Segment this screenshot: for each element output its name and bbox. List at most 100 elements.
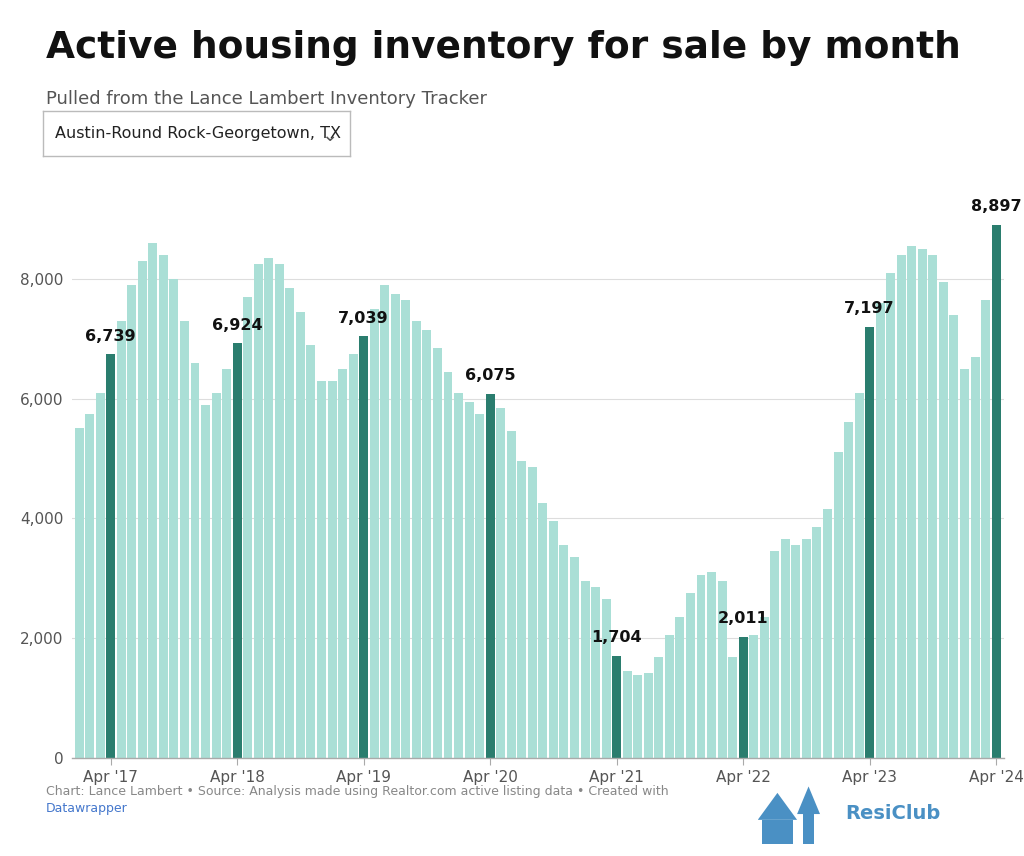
Bar bbox=[328, 381, 337, 758]
Text: 7,039: 7,039 bbox=[338, 311, 389, 325]
Text: ⌄: ⌄ bbox=[321, 127, 337, 146]
Bar bbox=[844, 423, 853, 758]
Bar bbox=[591, 587, 600, 758]
Bar bbox=[981, 300, 990, 758]
Polygon shape bbox=[758, 793, 797, 820]
Bar bbox=[549, 521, 558, 758]
Bar bbox=[918, 249, 927, 758]
Text: Datawrapper: Datawrapper bbox=[46, 802, 128, 815]
Bar bbox=[138, 261, 146, 758]
Bar bbox=[876, 303, 885, 758]
Bar bbox=[244, 297, 252, 758]
Bar bbox=[370, 309, 379, 758]
Bar bbox=[380, 285, 389, 758]
Bar bbox=[359, 336, 369, 758]
Bar bbox=[676, 617, 684, 758]
Bar bbox=[792, 545, 801, 758]
Bar bbox=[443, 372, 453, 758]
Bar bbox=[623, 671, 632, 758]
Bar bbox=[338, 369, 347, 758]
Text: Austin-Round Rock-Georgetown, TX: Austin-Round Rock-Georgetown, TX bbox=[55, 126, 341, 141]
Bar bbox=[949, 315, 958, 758]
Bar bbox=[991, 225, 1000, 758]
Bar bbox=[296, 312, 305, 758]
Bar bbox=[148, 243, 158, 758]
Bar bbox=[539, 503, 548, 758]
Text: 2,011: 2,011 bbox=[718, 611, 768, 627]
Text: ResiClub: ResiClub bbox=[845, 805, 940, 823]
Bar bbox=[855, 393, 863, 758]
Bar bbox=[201, 405, 210, 758]
Bar bbox=[127, 285, 136, 758]
Bar bbox=[222, 369, 231, 758]
Bar bbox=[254, 264, 263, 758]
Bar bbox=[696, 575, 706, 758]
Bar bbox=[686, 593, 695, 758]
Bar bbox=[264, 258, 273, 758]
Bar bbox=[75, 429, 84, 758]
Bar bbox=[834, 453, 843, 758]
Bar bbox=[180, 321, 189, 758]
Bar bbox=[762, 820, 793, 844]
Bar bbox=[317, 381, 326, 758]
Text: Active housing inventory for sale by month: Active housing inventory for sale by mon… bbox=[46, 30, 961, 66]
Bar bbox=[612, 656, 622, 758]
Bar bbox=[907, 246, 916, 758]
Bar bbox=[581, 581, 590, 758]
Bar bbox=[971, 357, 980, 758]
Bar bbox=[274, 264, 284, 758]
Bar bbox=[602, 599, 610, 758]
Bar bbox=[95, 393, 104, 758]
Bar bbox=[865, 327, 874, 758]
Bar bbox=[507, 431, 516, 758]
Bar bbox=[212, 393, 220, 758]
Bar bbox=[391, 294, 399, 758]
Bar bbox=[475, 413, 484, 758]
Bar bbox=[85, 413, 94, 758]
Bar bbox=[286, 288, 294, 758]
Bar bbox=[770, 551, 779, 758]
Bar bbox=[423, 330, 431, 758]
Bar bbox=[750, 635, 758, 758]
Text: Chart: Lance Lambert • Source: Analysis made using Realtor.com active listing da: Chart: Lance Lambert • Source: Analysis … bbox=[46, 785, 669, 798]
Bar bbox=[760, 617, 769, 758]
Bar bbox=[718, 581, 727, 758]
Text: 1,704: 1,704 bbox=[591, 630, 642, 645]
Bar bbox=[665, 635, 674, 758]
Bar bbox=[939, 282, 948, 758]
Bar bbox=[802, 539, 811, 758]
Text: 6,739: 6,739 bbox=[85, 329, 136, 343]
Bar bbox=[517, 461, 526, 758]
Bar bbox=[886, 273, 895, 758]
Bar bbox=[570, 557, 579, 758]
Bar bbox=[412, 321, 421, 758]
Bar bbox=[961, 369, 969, 758]
Bar bbox=[559, 545, 568, 758]
Bar bbox=[897, 255, 906, 758]
Bar bbox=[190, 363, 200, 758]
Bar bbox=[781, 539, 790, 758]
Bar bbox=[232, 343, 242, 758]
Bar bbox=[803, 809, 814, 844]
Bar bbox=[465, 401, 473, 758]
Text: 6,075: 6,075 bbox=[465, 368, 515, 383]
Bar bbox=[633, 675, 642, 758]
Bar bbox=[823, 509, 831, 758]
Text: Pulled from the Lance Lambert Inventory Tracker: Pulled from the Lance Lambert Inventory … bbox=[46, 90, 487, 108]
Bar bbox=[654, 657, 664, 758]
Bar bbox=[159, 255, 168, 758]
Bar bbox=[454, 393, 463, 758]
Bar bbox=[728, 657, 737, 758]
Bar bbox=[527, 467, 537, 758]
Bar bbox=[433, 348, 442, 758]
Bar bbox=[306, 345, 315, 758]
Bar bbox=[738, 637, 748, 758]
Bar bbox=[169, 279, 178, 758]
Polygon shape bbox=[797, 787, 820, 814]
Bar bbox=[929, 255, 937, 758]
Bar bbox=[106, 354, 115, 758]
Bar bbox=[707, 572, 716, 758]
Text: 7,197: 7,197 bbox=[845, 301, 895, 316]
Bar bbox=[497, 407, 505, 758]
Bar bbox=[117, 321, 126, 758]
